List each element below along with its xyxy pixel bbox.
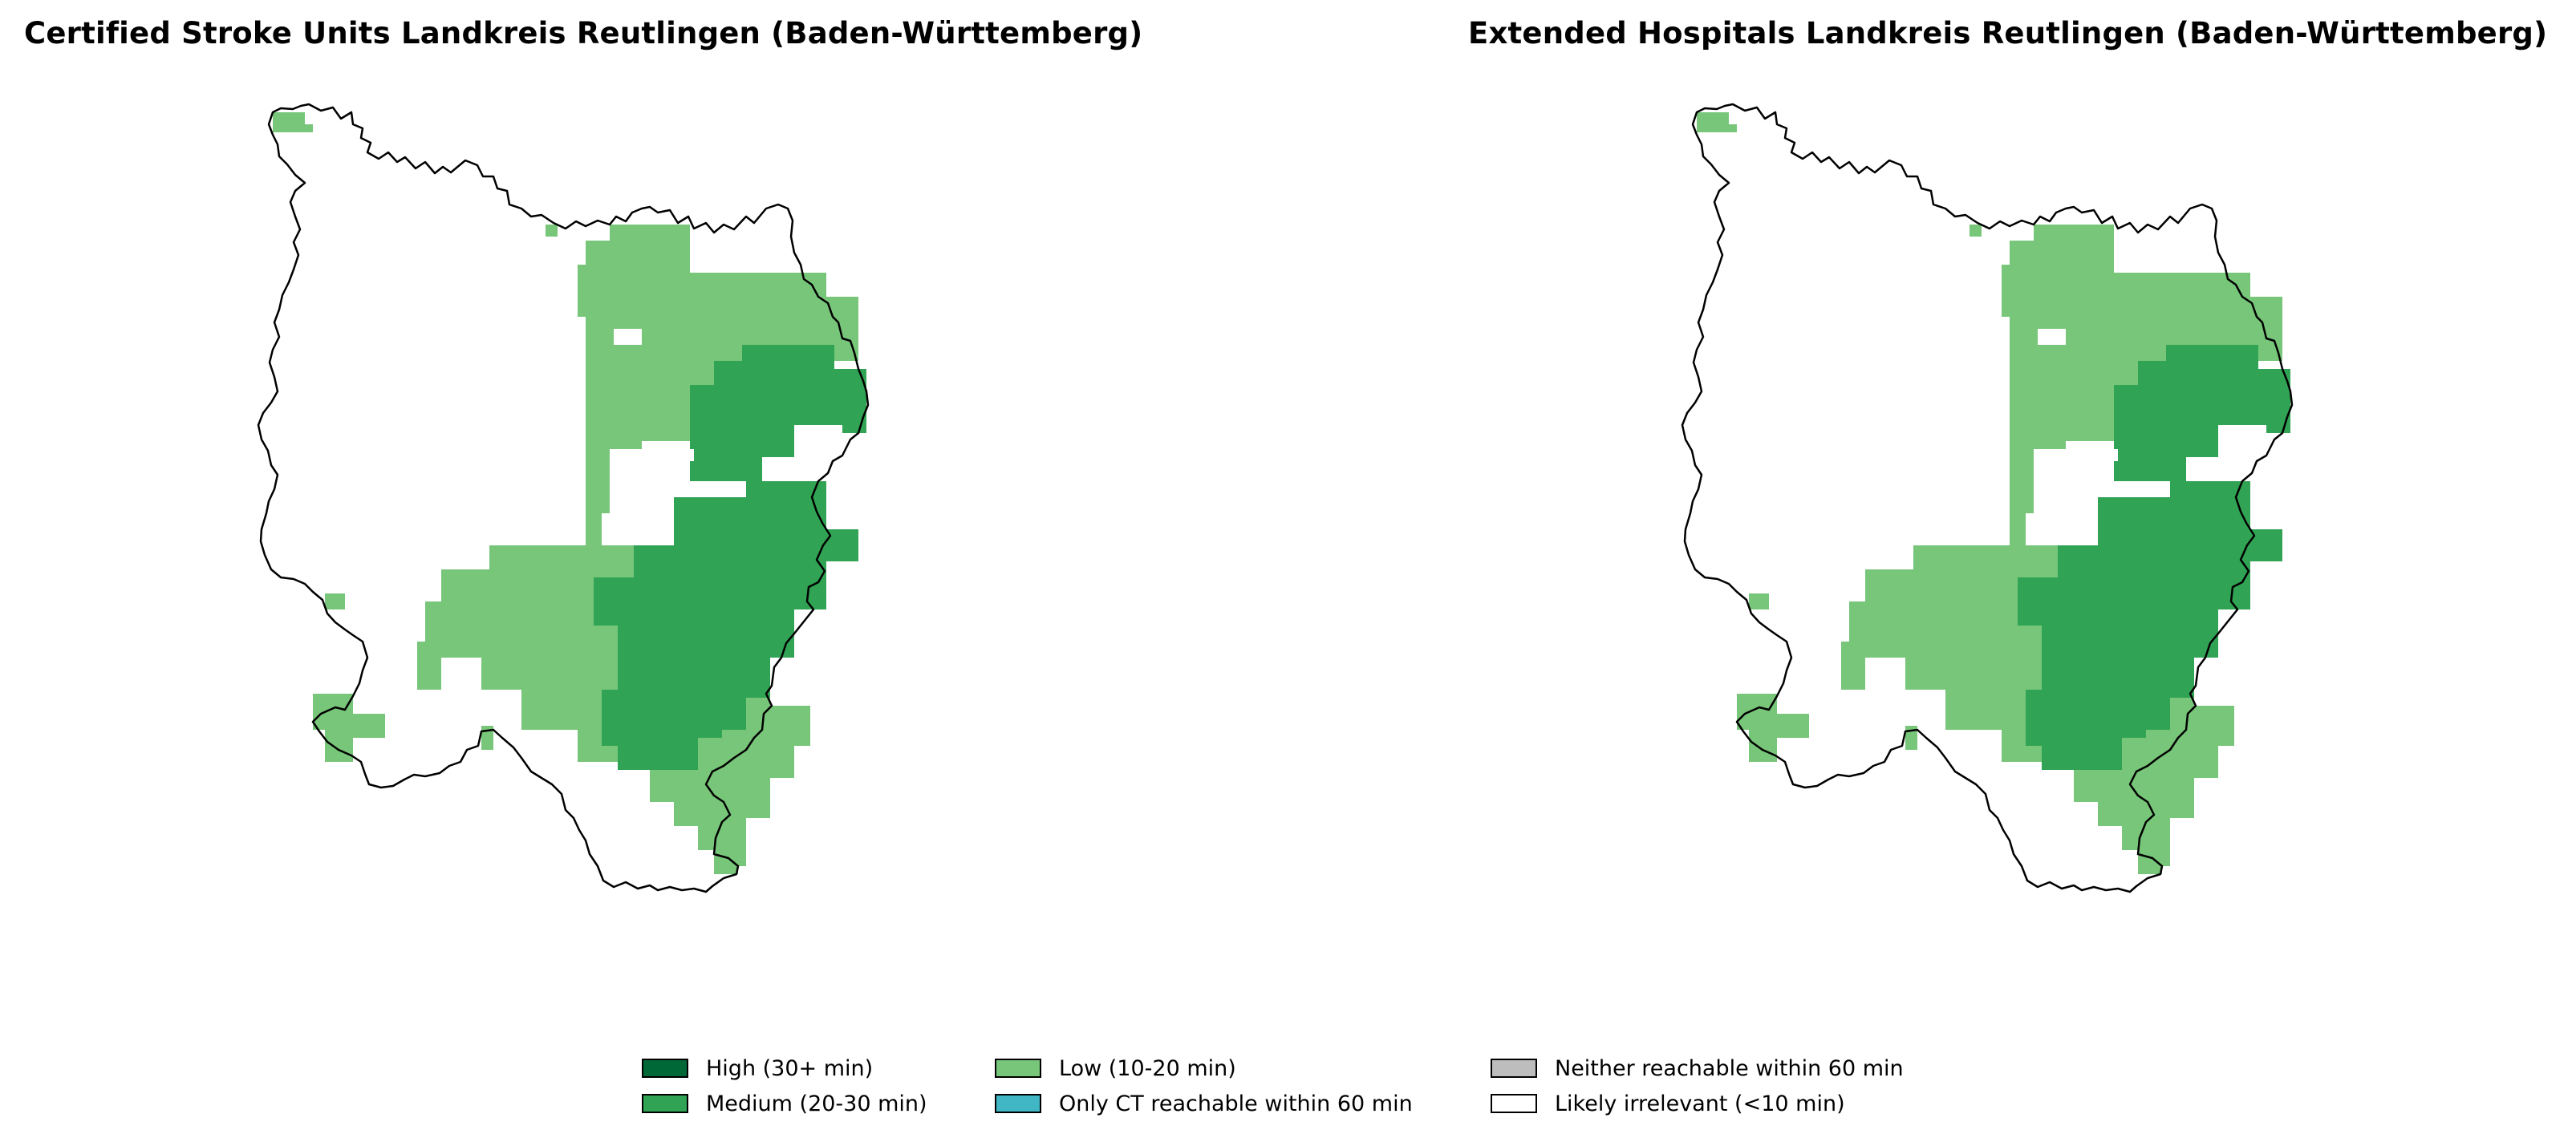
legend-label-neither: Neither reachable within 60 min	[1555, 1055, 1904, 1081]
legend-label-only-ct: Only CT reachable within 60 min	[1059, 1091, 1413, 1116]
medium-zone-center	[594, 481, 858, 770]
white-gap-layer	[2038, 329, 2266, 461]
white-gap	[2218, 425, 2266, 449]
map-title-extended-hospitals: Extended Hospitals Landkreis Reutlingen …	[1468, 16, 2548, 51]
medium-zone-center	[2018, 481, 2282, 770]
map-legend: High (30+ min) Medium (20-30 min) Low (1…	[642, 1052, 1957, 1132]
low-zone-west-cell	[1929, 601, 1945, 626]
legend-item-low: Low (10-20 min)	[995, 1052, 1236, 1084]
low-zone-west-cell	[505, 601, 521, 626]
map-title-certified-stroke-units: Certified Stroke Units Landkreis Reutlin…	[24, 16, 1143, 51]
white-gap	[794, 425, 842, 449]
low-zone-north-strip	[578, 265, 602, 317]
legend-swatch-low	[995, 1059, 1041, 1078]
legend-swatch-high	[642, 1059, 688, 1078]
legend-label-high: High (30+ min)	[706, 1055, 874, 1081]
legend-swatch-only-ct	[995, 1094, 1041, 1113]
legend-item-neither: Neither reachable within 60 min	[1491, 1052, 1904, 1084]
white-gap	[614, 329, 642, 345]
legend-item-medium: Medium (20-30 min)	[642, 1087, 927, 1120]
legend-label-irrelevant: Likely irrelevant (<10 min)	[1555, 1091, 1845, 1116]
district-boundary	[1681, 103, 2294, 893]
map-certified-stroke-units	[257, 103, 870, 893]
legend-item-high: High (30+ min)	[642, 1052, 873, 1084]
legend-swatch-irrelevant	[1491, 1094, 1537, 1113]
white-gap-layer	[614, 329, 842, 461]
medium-zone-northeast	[690, 345, 866, 481]
low-zone-west-cell	[1749, 593, 1769, 609]
medium-zone-northeast	[2114, 345, 2290, 481]
map-extended-hospitals	[1681, 103, 2294, 893]
white-gap	[682, 449, 694, 461]
legend-label-medium: Medium (20-30 min)	[706, 1091, 927, 1116]
low-zone-nw-corner	[273, 112, 313, 132]
legend-swatch-medium	[642, 1094, 688, 1113]
medium-zone-layer	[594, 345, 866, 770]
white-gap	[2038, 329, 2066, 345]
low-zone-north-strip	[2002, 265, 2026, 317]
low-zone-north-cell	[546, 225, 558, 237]
legend-item-only-ct: Only CT reachable within 60 min	[995, 1087, 1413, 1120]
low-zone-nw-corner	[1697, 112, 1737, 132]
district-boundary	[257, 103, 870, 893]
low-zone-west-cell	[325, 593, 345, 609]
legend-item-irrelevant: Likely irrelevant (<10 min)	[1491, 1087, 1845, 1120]
legend-swatch-neither	[1491, 1059, 1537, 1078]
medium-zone-layer	[2018, 345, 2290, 770]
legend-label-low: Low (10-20 min)	[1059, 1055, 1236, 1081]
low-zone-north-cell	[1970, 225, 1982, 237]
white-gap	[2106, 449, 2118, 461]
